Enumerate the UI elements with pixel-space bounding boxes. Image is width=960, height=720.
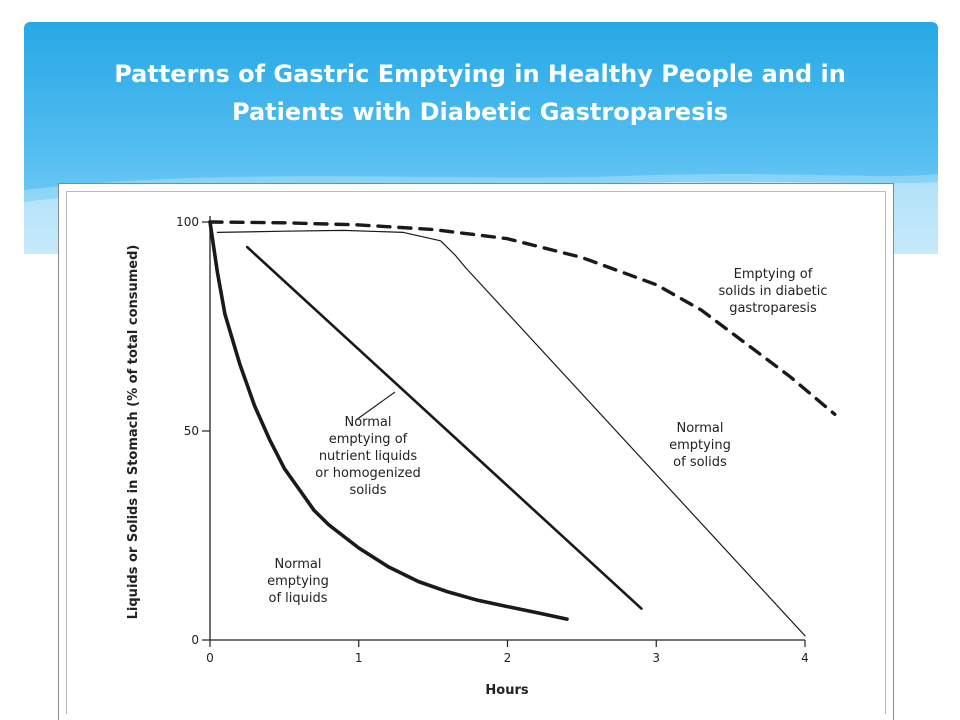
annotation-line: or homogenized	[315, 466, 420, 481]
series-line-liquids	[208, 220, 569, 621]
annotation-line: of liquids	[268, 591, 327, 606]
chart-annotations: Normal emptying of liquids Normal emptying …	[267, 267, 827, 606]
slide-title-line-2: Patients with Diabetic Gastroparesis	[232, 98, 728, 126]
series-line-solids	[216, 229, 806, 637]
annotation-line: Normal	[274, 557, 321, 572]
x-tick-label: 0	[206, 651, 214, 665]
x-axis-label: Hours	[485, 683, 528, 698]
y-tick-label: 100	[176, 215, 199, 229]
annotation-line: of solids	[673, 455, 727, 470]
y-axis-label: Liquids or Solids in Stomach (% of total…	[126, 245, 141, 620]
annotation-solids: Normal emptying of solids	[669, 421, 731, 470]
annotation-line: gastroparesis	[729, 301, 817, 316]
nutrient-annotation-leader	[355, 391, 396, 421]
x-tick-label: 3	[652, 651, 660, 665]
x-tick-label: 1	[355, 651, 363, 665]
figure-frame	[58, 183, 894, 720]
annotation-line: Normal	[676, 421, 723, 436]
chart-series	[208, 220, 837, 637]
slide-title-line-1: Patterns of Gastric Emptying in Healthy …	[114, 60, 846, 88]
annotation-line: solids in diabetic	[718, 284, 827, 299]
annotation-line: nutrient liquids	[319, 449, 418, 464]
annotation-line: Emptying of	[734, 267, 813, 282]
x-tick-label: 2	[504, 651, 512, 665]
series-line-diabetic	[208, 220, 837, 416]
y-tick-label: 0	[191, 633, 199, 647]
annotation-line: emptying of	[329, 432, 408, 447]
annotation-line: Normal	[344, 415, 391, 430]
annotation-line: solids	[350, 483, 387, 498]
series-line-nutrient	[245, 245, 643, 610]
x-tick-label: 4	[801, 651, 809, 665]
y-tick-label: 50	[184, 424, 199, 438]
figure-inner-frame	[66, 191, 886, 714]
annotation-diabetic-gastroparesis: Emptying of solids in diabetic gastropares…	[718, 267, 827, 316]
annotation-nutrient-liquids: Normal emptying of nutrient liquids or homo…	[315, 415, 420, 498]
y-ticks: 0 50 100	[176, 215, 210, 647]
annotation-line: emptying	[267, 574, 329, 589]
annotation-line: emptying	[669, 438, 731, 453]
x-ticks: 0 1 2 3 4	[206, 640, 809, 665]
annotation-liquids: Normal emptying of liquids	[267, 557, 329, 606]
slide-title: Patterns of Gastric Emptying in Healthy …	[60, 55, 900, 131]
